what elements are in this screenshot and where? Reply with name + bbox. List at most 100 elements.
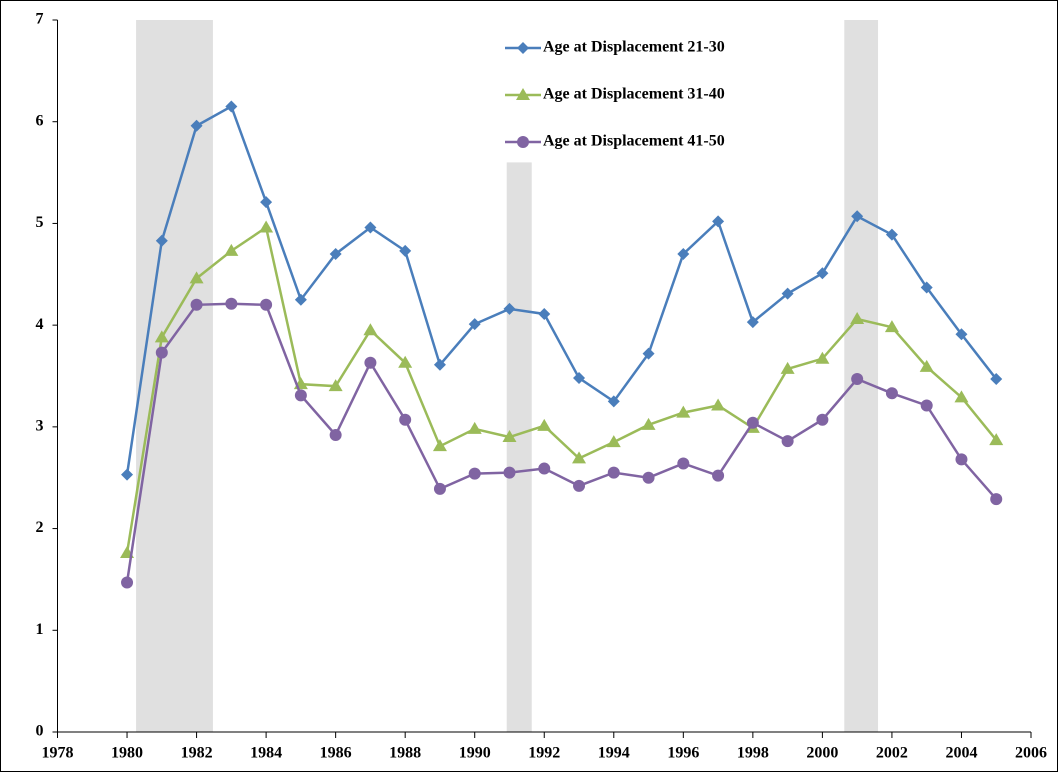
data-point <box>433 358 446 371</box>
data-point <box>329 428 342 441</box>
legend-marker <box>517 42 529 54</box>
data-point <box>121 468 134 481</box>
data-point <box>919 359 934 372</box>
data-point <box>746 416 759 429</box>
data-point <box>780 361 795 374</box>
x-tick-label: 2006 <box>1015 745 1047 762</box>
series-line <box>125 104 998 475</box>
y-tick-label: 5 <box>36 214 44 231</box>
data-point <box>677 247 690 260</box>
data-point <box>537 418 552 431</box>
data-point <box>155 234 168 247</box>
data-point <box>294 293 307 306</box>
data-point <box>955 453 968 466</box>
data-point <box>711 398 726 411</box>
y-tick-label: 4 <box>36 316 44 333</box>
data-point <box>884 320 899 333</box>
data-point <box>641 417 656 430</box>
data-point <box>294 389 307 402</box>
data-point <box>260 196 273 209</box>
data-point <box>781 287 794 300</box>
shaded-region <box>506 162 532 732</box>
data-point <box>816 413 829 426</box>
x-tick-label: 1986 <box>320 745 352 762</box>
data-point <box>851 373 864 386</box>
y-tick-label: 2 <box>36 519 44 536</box>
data-point <box>746 316 759 329</box>
data-point <box>712 469 725 482</box>
data-point <box>712 215 725 228</box>
data-point <box>606 435 621 448</box>
legend-marker <box>516 88 530 100</box>
data-point <box>642 471 655 484</box>
y-tick-label: 3 <box>36 418 44 435</box>
data-point <box>225 100 238 113</box>
data-point <box>920 281 933 294</box>
x-tick-label: 1988 <box>389 745 421 762</box>
data-point <box>990 373 1003 386</box>
series-line <box>125 225 998 554</box>
legend-label: Age at Displacement 21-30 <box>543 39 725 56</box>
x-tick-label: 1978 <box>42 745 74 762</box>
data-point <box>329 247 342 260</box>
data-point <box>502 430 517 443</box>
data-point <box>432 439 447 452</box>
data-point <box>399 413 412 426</box>
shaded-region <box>136 20 213 732</box>
data-point <box>573 372 586 385</box>
data-point <box>850 312 865 325</box>
data-point <box>364 221 377 234</box>
data-point <box>155 346 168 359</box>
data-point <box>851 210 864 223</box>
x-tick-label: 2002 <box>876 745 908 762</box>
x-tick-label: 1990 <box>459 745 491 762</box>
data-point <box>190 298 203 311</box>
legend-label: Age at Displacement 41-50 <box>543 133 725 150</box>
data-point <box>433 482 446 495</box>
data-point <box>642 347 655 360</box>
data-point <box>468 467 481 480</box>
data-point <box>954 390 969 403</box>
data-point <box>364 356 377 369</box>
y-tick-label: 1 <box>36 621 44 638</box>
x-tick-label: 1996 <box>667 745 699 762</box>
x-tick-label: 1998 <box>737 745 769 762</box>
data-point <box>885 387 898 400</box>
y-tick-label: 0 <box>36 723 44 740</box>
legend-label: Age at Displacement 31-40 <box>543 86 725 103</box>
data-point <box>225 297 238 310</box>
x-tick-label: 1982 <box>181 745 213 762</box>
y-tick-label: 7 <box>36 11 44 28</box>
data-point <box>816 267 829 280</box>
data-point <box>189 271 204 284</box>
y-tick-label: 6 <box>36 112 44 129</box>
data-point <box>885 228 898 241</box>
data-point <box>607 466 620 479</box>
data-point <box>154 330 169 343</box>
data-point <box>363 323 378 336</box>
data-point <box>989 433 1004 446</box>
data-point <box>224 243 239 256</box>
data-point <box>538 462 551 475</box>
series-line <box>125 302 998 583</box>
data-point <box>815 351 830 364</box>
data-point <box>328 379 343 392</box>
data-point <box>398 355 413 368</box>
x-tick-label: 1980 <box>111 745 143 762</box>
legend-marker <box>517 136 529 148</box>
data-point <box>781 435 794 448</box>
data-point <box>990 493 1003 506</box>
data-point <box>399 244 412 257</box>
data-point <box>676 405 691 418</box>
data-point <box>468 318 481 331</box>
x-tick-label: 1984 <box>250 745 282 762</box>
data-point <box>503 302 516 315</box>
data-point <box>955 328 968 341</box>
data-point <box>190 119 203 132</box>
x-tick-label: 2000 <box>806 745 838 762</box>
data-point <box>121 576 134 589</box>
x-tick-label: 1992 <box>528 745 560 762</box>
data-point <box>572 451 587 464</box>
data-point <box>259 220 274 233</box>
